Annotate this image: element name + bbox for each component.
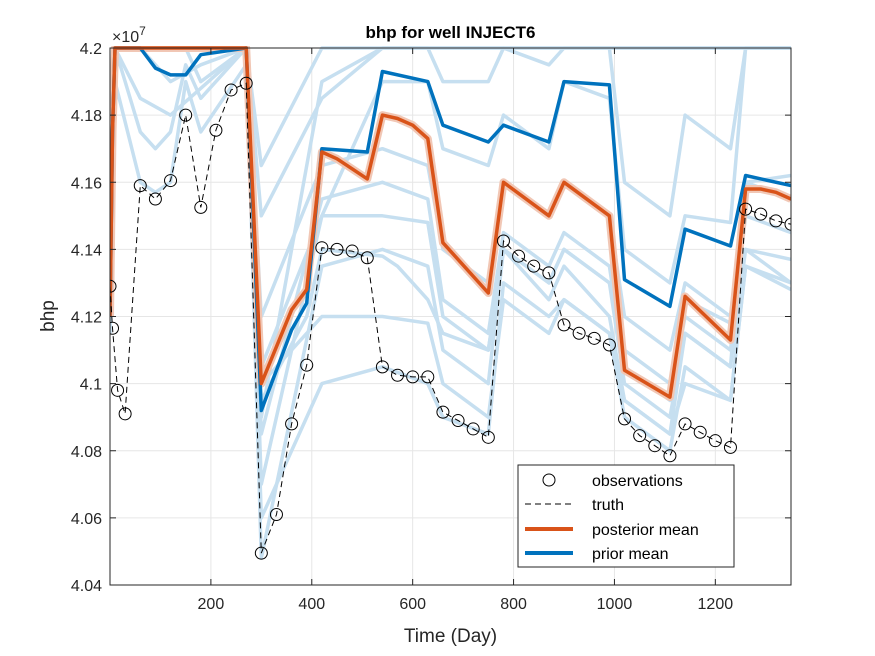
observation-marker	[164, 174, 178, 188]
y-tick-label: 4.08	[71, 444, 102, 461]
x-tick-label: 600	[399, 596, 426, 613]
observation-marker	[224, 83, 238, 97]
x-tick-label: 1200	[698, 596, 734, 613]
observation-marker	[110, 321, 120, 335]
observation-marker	[300, 358, 314, 372]
observation-marker	[436, 405, 450, 419]
y-axis-label: bhp	[38, 300, 59, 332]
y-tick-label: 4.14	[71, 242, 102, 259]
observation-marker	[269, 508, 283, 522]
y-tick-label: 4.16	[71, 175, 102, 192]
x-tick-label: 200	[198, 596, 225, 613]
legend-truth-label: truth	[592, 497, 624, 514]
y-tick-label: 4.04	[71, 578, 102, 595]
chart-title: bhp for well INJECT6	[365, 23, 535, 42]
legend-prior-label: prior mean	[592, 546, 668, 563]
observation-marker	[602, 338, 616, 352]
posterior-mean-line	[110, 46, 791, 399]
observation-marker	[209, 123, 223, 137]
observation-marker	[618, 412, 632, 426]
y-tick-label: 4.2	[80, 41, 102, 58]
observation-marker	[723, 440, 737, 454]
y-tick-label: 4.18	[71, 108, 102, 125]
observation-marker	[360, 251, 374, 265]
x-tick-label: 800	[500, 596, 527, 613]
observation-marker	[466, 422, 480, 436]
observation-marker	[330, 242, 344, 256]
observation-marker	[254, 546, 268, 560]
observation-marker	[111, 383, 125, 397]
x-tick-label: 1000	[597, 596, 633, 613]
observation-marker	[784, 217, 791, 231]
prior-mean-line	[110, 46, 791, 413]
ticks: 200 400 600 800 1000 1200 4.04 4.06 4.08 4.1 4.12 4…	[71, 41, 791, 613]
observation-marker	[406, 370, 420, 384]
y-tick-label: 4.12	[71, 310, 102, 327]
observation-marker	[148, 192, 162, 206]
y-exponent-label: ×107	[112, 24, 146, 46]
legend-observations-label: observations	[592, 473, 683, 490]
observation-marker	[179, 108, 193, 122]
observation-marker	[512, 249, 526, 263]
observation-marker	[391, 368, 405, 382]
observation-marker	[451, 414, 465, 428]
legend-observations-marker	[542, 473, 556, 487]
observation-marker	[572, 326, 586, 340]
observation-marker	[663, 449, 677, 463]
observation-marker	[133, 179, 147, 193]
x-tick-label: 400	[298, 596, 325, 613]
observation-marker	[739, 202, 753, 216]
observation-marker	[481, 430, 495, 444]
observation-marker	[194, 200, 208, 214]
y-tick-label: 4.1	[80, 377, 102, 394]
observation-marker	[421, 370, 435, 384]
observation-marker	[285, 417, 299, 431]
observation-marker	[239, 76, 253, 90]
observation-marker	[527, 259, 541, 273]
x-axis-label: Time (Day)	[404, 626, 497, 647]
observation-marker	[587, 331, 601, 345]
observation-marker	[769, 214, 783, 228]
observation-marker	[693, 425, 707, 439]
observation-marker	[542, 266, 556, 280]
observation-marker	[118, 407, 132, 421]
legend-box	[517, 464, 735, 568]
observation-marker	[315, 241, 329, 255]
y-tick-label: 4.06	[71, 511, 102, 528]
observation-marker	[633, 429, 647, 443]
observation-marker	[110, 279, 117, 293]
observation-marker	[496, 234, 510, 248]
legend: observations truth posterior mean prior …	[517, 464, 735, 568]
observation-marker	[375, 360, 389, 374]
observation-marker	[648, 439, 662, 453]
observation-marker	[557, 318, 571, 332]
observation-marker	[754, 207, 768, 221]
observation-marker	[708, 434, 722, 448]
observation-marker	[345, 244, 359, 258]
observation-marker	[678, 417, 692, 431]
legend-posterior-label: posterior mean	[592, 522, 699, 539]
